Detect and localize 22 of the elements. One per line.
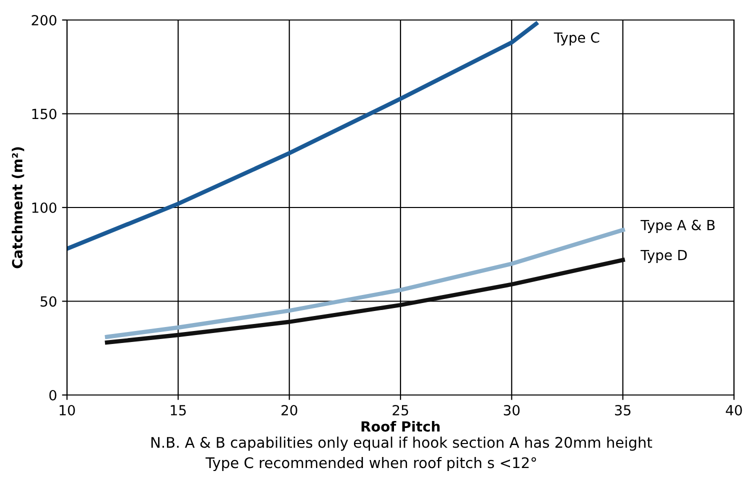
x-tick-label: 15 [170,405,186,416]
x-tick-label: 40 [726,404,742,416]
series-label: Type C [554,32,600,46]
y-tick-label: 150 [32,108,56,120]
line-series [104,228,625,339]
x-axis-title: Roof Pitch [362,420,440,432]
y-tick-label: 100 [32,202,56,213]
y-tick-label: 0 [49,390,56,400]
line-series [104,258,625,345]
y-tick-label: 50 [40,296,56,307]
x-tick-label: 25 [392,404,408,416]
x-tick-label: 35 [615,404,630,416]
text: Type C recommended when roof pitch s <12° [206,456,536,472]
y-axis-title: Catchment (m²) [12,147,24,268]
x-tick-label: 10 [60,404,75,416]
text: N.B. A & B capabilities only equal if hook section A has 20mm height [151,436,652,451]
x-tick-label: 30 [504,404,520,416]
series-label: Type D [640,250,687,263]
line-series [67,22,538,251]
y-tick-label: 200 [32,14,56,26]
x-tick-label: 20 [282,404,298,416]
series-label: Type A & B [640,220,715,233]
